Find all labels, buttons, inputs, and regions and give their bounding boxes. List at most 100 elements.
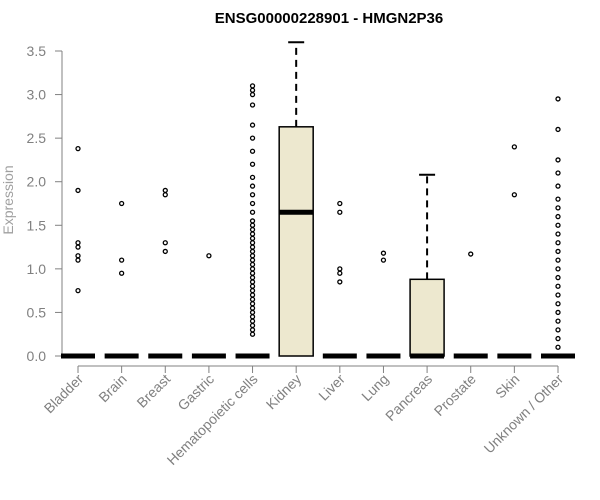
x-tick-label: Pancreas [382, 371, 435, 424]
outlier-point [249, 240, 256, 246]
outlier-point [511, 192, 518, 198]
box-group [541, 96, 575, 359]
outlier-point [249, 161, 256, 167]
box-group [322, 200, 357, 359]
outlier-point [249, 257, 256, 263]
x-tick-label: Skin [492, 371, 523, 402]
y-tick-label: 1.0 [27, 261, 47, 277]
y-axis-label: Expression [0, 165, 16, 234]
outlier-point [249, 305, 256, 311]
outlier-point [249, 279, 256, 285]
x-tick-label: Unknown / Other [481, 371, 567, 457]
outlier-point [249, 253, 256, 259]
box-group [366, 250, 401, 359]
outlier-point [249, 244, 256, 250]
y-tick-label: 2.0 [27, 174, 47, 190]
outlier-point [206, 253, 212, 259]
outlier-point [555, 222, 561, 228]
y-tick-label: 2.5 [27, 130, 47, 146]
x-tick-label: Liver [315, 371, 348, 404]
outlier-point [249, 309, 256, 316]
outlier-point [249, 231, 256, 237]
outlier-point [555, 344, 561, 350]
y-tick-label: 3.5 [27, 43, 47, 59]
outlier-point [555, 327, 561, 333]
chart-title: ENSG00000228901 - HMGN2P36 [215, 10, 443, 27]
outlier-point [75, 257, 81, 263]
outlier-point [249, 183, 256, 189]
outlier-point [249, 274, 256, 281]
outlier-point [555, 231, 561, 237]
outlier-point [555, 183, 561, 189]
y-tick-label: 0.5 [27, 304, 47, 320]
outlier-point [555, 283, 561, 289]
box-group [104, 200, 139, 359]
outlier-point [249, 226, 256, 233]
outlier-point [118, 270, 125, 276]
x-tick-label: Brain [95, 371, 129, 405]
outlier-point [249, 135, 256, 141]
box-group [191, 253, 226, 359]
outlier-point [249, 174, 256, 181]
outlier-point [75, 187, 81, 194]
outlier-point [249, 222, 256, 228]
outlier-point [249, 270, 256, 276]
outlier-point [337, 209, 343, 215]
outlier-point [118, 257, 125, 263]
outlier-point [555, 309, 561, 316]
outlier-point [249, 287, 256, 294]
outlier-point [75, 244, 81, 250]
outlier-point [75, 253, 81, 259]
outlier-point [249, 91, 256, 98]
box-group [453, 251, 488, 359]
box [278, 126, 314, 357]
outlier-point [511, 144, 518, 150]
outlier-point [249, 266, 256, 272]
y-tick-label: 3.0 [27, 87, 47, 103]
x-tick-label: Kidney [263, 371, 305, 413]
outlier-point [380, 250, 387, 256]
outlier-point [555, 248, 561, 255]
outlier-point [249, 83, 256, 89]
box [409, 278, 445, 357]
outlier-point [249, 314, 256, 320]
box-group [409, 173, 445, 359]
outlier-point [75, 287, 81, 294]
x-tick-label: Gastric [174, 371, 217, 414]
outlier-point [555, 126, 561, 133]
outlier-point [555, 196, 561, 202]
x-tick-label: Breast [133, 371, 173, 411]
outlier-point [555, 335, 561, 342]
outlier-point [249, 283, 256, 289]
outlier-point [249, 148, 256, 154]
outlier-point [249, 200, 256, 207]
outlier-point [555, 213, 561, 220]
y-axis: 0.0 0.5 1.0 1.5 2.0 2.5 3.0 3.5 [27, 43, 63, 364]
outlier-point [249, 301, 256, 307]
outlier-point [380, 257, 387, 263]
box-group [278, 41, 314, 357]
outlier-point [249, 292, 256, 298]
x-tick-label: Prostate [431, 371, 479, 419]
y-tick-label: 1.5 [27, 217, 47, 233]
outlier-point [555, 301, 561, 307]
outlier-point [249, 122, 256, 128]
outlier-point [337, 270, 343, 276]
outlier-point [249, 218, 256, 224]
outlier-point [249, 248, 256, 255]
outlier-point [555, 205, 561, 211]
boxes-layer [61, 41, 575, 359]
outlier-point [162, 187, 168, 194]
y-tick-label: 0.0 [27, 348, 47, 364]
outlier-point [555, 96, 561, 102]
outlier-point [249, 261, 256, 268]
outlier-point [555, 157, 561, 163]
box-group [497, 144, 532, 359]
outlier-point [337, 200, 343, 207]
outlier-point [249, 102, 256, 108]
x-tick-label: Lung [358, 371, 391, 404]
outlier-point [555, 257, 561, 263]
outlier-point [337, 266, 343, 272]
